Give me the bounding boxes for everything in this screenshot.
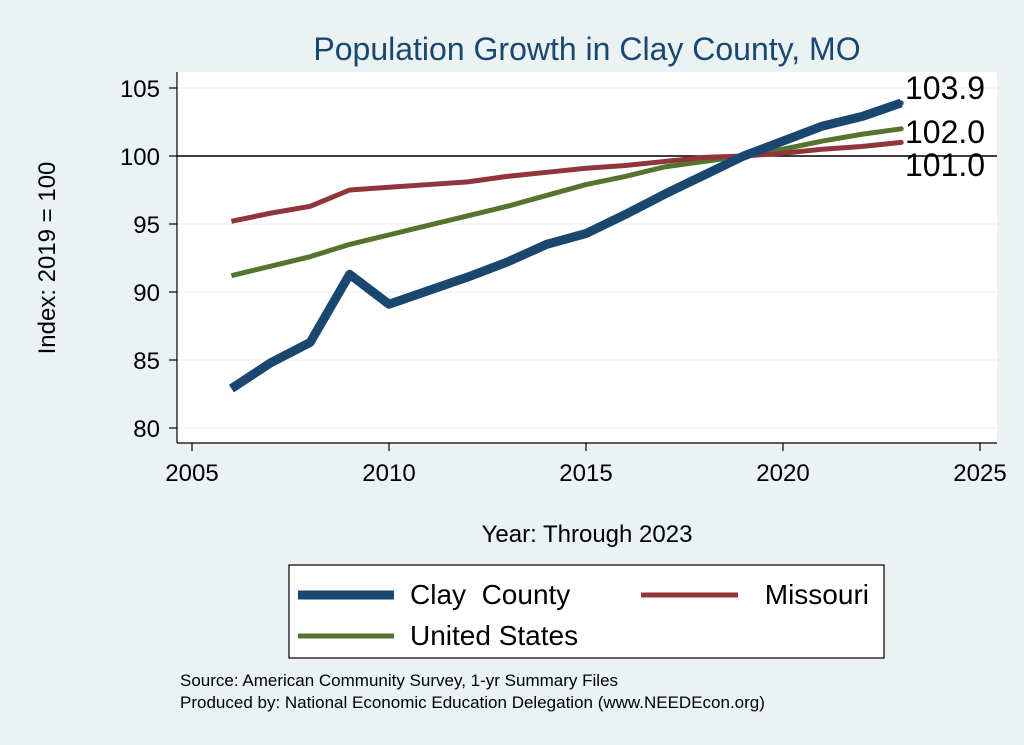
legend-items: Clay County Missouri United States [298,579,869,651]
series-lines [228,98,904,393]
x-tick-label: 2025 [953,460,1006,487]
legend-label-1: Missouri [765,579,869,610]
end-label-2: 102.0 [905,114,985,150]
y-tick-label: 90 [133,280,160,307]
chart-title: Population Growth in Clay County, MO [313,31,860,67]
y-tick-label: 85 [133,348,160,375]
series-line-1 [230,139,902,224]
x-tick-label: 2015 [559,460,612,487]
legend-label-2: United States [410,620,578,651]
source-note: Source: American Community Survey, 1-yr … [180,671,618,690]
y-tick-label: 105 [120,76,160,103]
legend-box [288,564,885,659]
series-end-point-1 [898,139,904,145]
end-label-1: 101.0 [905,147,985,183]
x-tick-label: 2020 [756,460,809,487]
legend-label-0: Clay County [410,579,570,610]
y-axis-label: Index: 2019 = 100 [34,162,61,355]
series-line-2 [230,126,902,279]
x-axis-label: Year: Through 2023 [482,521,693,548]
x-tick-label: 2005 [165,460,218,487]
y-tick-label: 95 [133,212,160,239]
series-end-point-2 [898,126,904,132]
y-tick-label: 100 [120,144,160,171]
end-label-0: 103.9 [905,70,985,106]
legend: Clay County Missouri United States [288,564,885,659]
axes: 80 85 90 95 100 105 2005 2010 2015 2020 2025 [120,72,1007,487]
x-tick-label: 2010 [362,460,415,487]
series-line-0 [228,98,903,393]
gridlines [177,87,997,429]
series-end-point-0 [898,100,904,106]
produced-note: Produced by: National Economic Education… [180,693,765,712]
y-tick-label: 80 [133,416,160,443]
